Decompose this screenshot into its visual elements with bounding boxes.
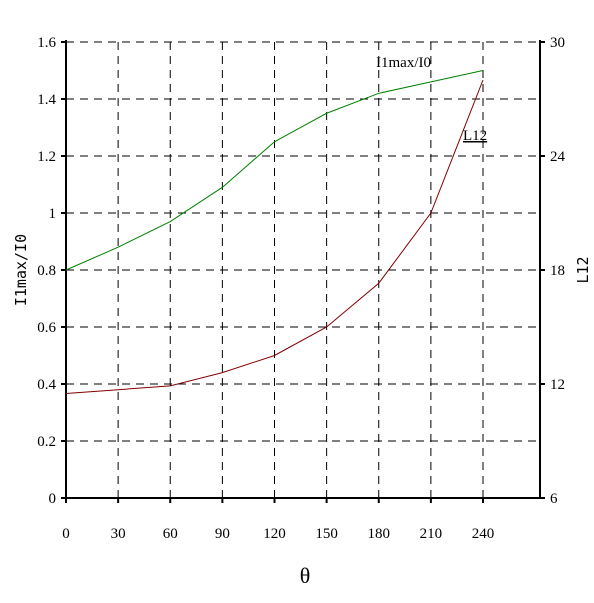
- y-left-tick-label: 0.8: [37, 263, 56, 279]
- series-line-i1max-i0: [65, 70, 484, 271]
- x-tick-label: 60: [163, 526, 178, 542]
- y-right-tick-label: 6: [550, 491, 558, 507]
- y-left-tick-label: 0: [49, 491, 57, 507]
- series-label-l12: L12: [463, 128, 487, 144]
- y-left-tick-label: 1.4: [37, 92, 56, 108]
- x-axis-title: θ: [300, 563, 311, 588]
- y-left-tick-label: 1: [49, 206, 57, 222]
- axes: [61, 40, 545, 503]
- y-right-tick-label: 30: [550, 35, 565, 51]
- x-tick-label: 150: [315, 526, 338, 542]
- y-axis-right-title: L12: [574, 256, 592, 283]
- y-left-tick-label: 0.6: [37, 320, 56, 336]
- y-right-tick-label: 24: [550, 149, 566, 165]
- y-axis-left-title: I1max/I0: [12, 234, 30, 306]
- y-right-tick-label: 12: [550, 377, 565, 393]
- x-tick-label: 30: [111, 526, 126, 542]
- series-line-l12: [65, 79, 484, 394]
- y-left-tick-label: 1.2: [37, 149, 56, 165]
- x-tick-label: 120: [263, 526, 286, 542]
- y-left-tick-label: 0.4: [37, 377, 56, 393]
- x-tick-label: 0: [62, 526, 70, 542]
- x-tick-label: 90: [215, 526, 230, 542]
- x-tick-label: 210: [420, 526, 443, 542]
- y-left-tick-label: 1.6: [37, 35, 56, 51]
- series-label-i1max-i0: I1max/I0: [376, 55, 431, 71]
- grid: [66, 41, 540, 498]
- x-tick-label: 240: [472, 526, 495, 542]
- labels: 0 0.2 0.4 0.6 0.8 1 1.2 1.4 1.6 6 12 18 24 30 0 30 60 90 1…: [12, 35, 592, 588]
- series: [65, 70, 484, 394]
- x-tick-label: 180: [368, 526, 391, 542]
- y-right-tick-label: 18: [550, 263, 565, 279]
- y-left-tick-label: 0.2: [37, 434, 56, 450]
